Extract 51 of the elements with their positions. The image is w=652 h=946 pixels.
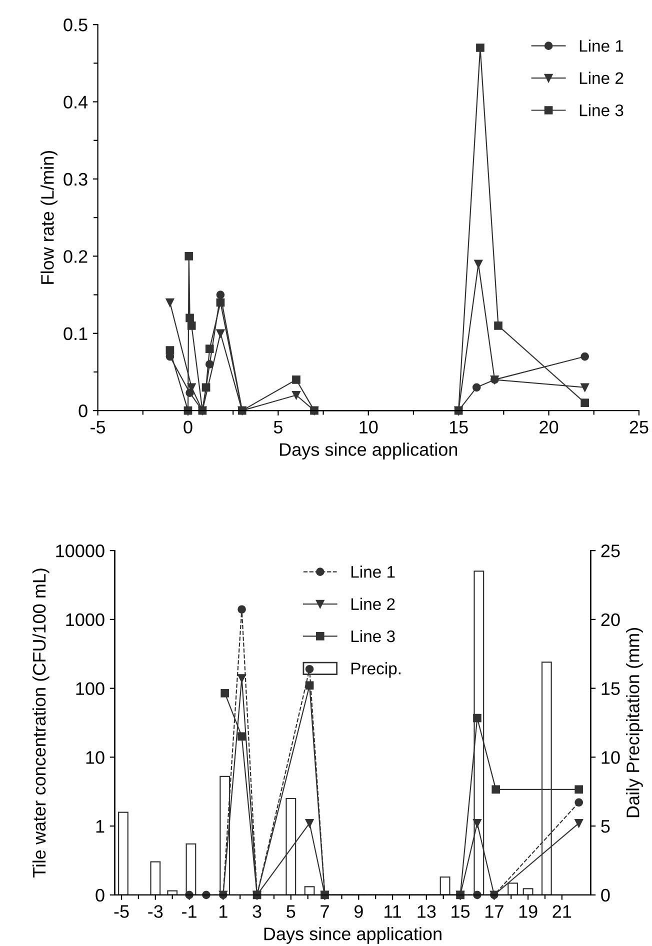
- legend-label: Line 1: [580, 40, 624, 52]
- x-tick-label: 9: [354, 905, 363, 918]
- y2-tick-label: 5: [601, 820, 610, 833]
- y-tick-label: 0: [78, 404, 88, 418]
- legend-label: Line 1: [352, 566, 395, 578]
- x-tick-label: 15: [452, 905, 470, 918]
- x-tick-label: 0: [184, 420, 192, 434]
- x-tick-label: 21: [552, 905, 572, 918]
- y-tick-label: 0.4: [64, 96, 88, 109]
- x-tick-label: 19: [519, 905, 538, 918]
- legend-label: Precip.: [352, 662, 400, 678]
- x-tick-label: 13: [418, 905, 436, 918]
- y-tick-label: 10: [86, 751, 104, 764]
- y-axis-title: Flow rate (L/min): [40, 150, 58, 284]
- x-tick-label: 17: [486, 905, 504, 918]
- y-tick-label: 0.1: [64, 327, 88, 340]
- x-tick-label: 11: [384, 905, 402, 918]
- y-tick-label: 0: [96, 888, 104, 902]
- legend-label: Line 2: [352, 598, 395, 610]
- x-tick-label: -5: [90, 420, 106, 434]
- legend-label: Line 3: [580, 104, 624, 116]
- x-tick-label: 7: [320, 905, 329, 918]
- y2-tick-label: 15: [602, 682, 620, 696]
- x-axis-title: Days since application: [280, 442, 458, 460]
- x-tick-label: 5: [274, 420, 282, 434]
- x-axis-title: Days since application: [264, 927, 442, 944]
- x-tick-label: -1: [182, 905, 196, 918]
- x-tick-label: -3: [148, 905, 163, 918]
- y2-tick-label: 25: [601, 544, 620, 558]
- x-tick-label: 15: [450, 420, 468, 434]
- x-tick-label: -5: [114, 905, 129, 918]
- legend-label: Line 3: [352, 630, 395, 642]
- legend-label: Line 2: [580, 72, 624, 84]
- y-tick-label: 1: [96, 820, 104, 833]
- x-tick-label: 1: [220, 905, 228, 918]
- y-axis-title: Tile water concentration (CFU/100 mL): [32, 568, 50, 878]
- y-tick-label: 10000: [56, 544, 104, 558]
- y-tick-label: 0.2: [64, 250, 88, 263]
- y-tick-label: 0.3: [64, 172, 88, 186]
- x-tick-label: 5: [286, 905, 296, 918]
- y2-tick-label: 0: [601, 888, 610, 902]
- x-tick-label: 25: [630, 420, 648, 434]
- y-tick-label: 100: [76, 682, 104, 696]
- y2-axis-title: Daily Precipitation (mm): [626, 628, 643, 818]
- y-tick-label: 1000: [66, 613, 104, 626]
- x-tick-label: 10: [360, 420, 378, 434]
- x-tick-label: 3: [252, 905, 262, 918]
- y-tick-label: 0.5: [64, 18, 88, 32]
- y2-tick-label: 10: [602, 751, 620, 764]
- y2-tick-label: 20: [601, 613, 620, 626]
- x-tick-label: 20: [540, 420, 558, 434]
